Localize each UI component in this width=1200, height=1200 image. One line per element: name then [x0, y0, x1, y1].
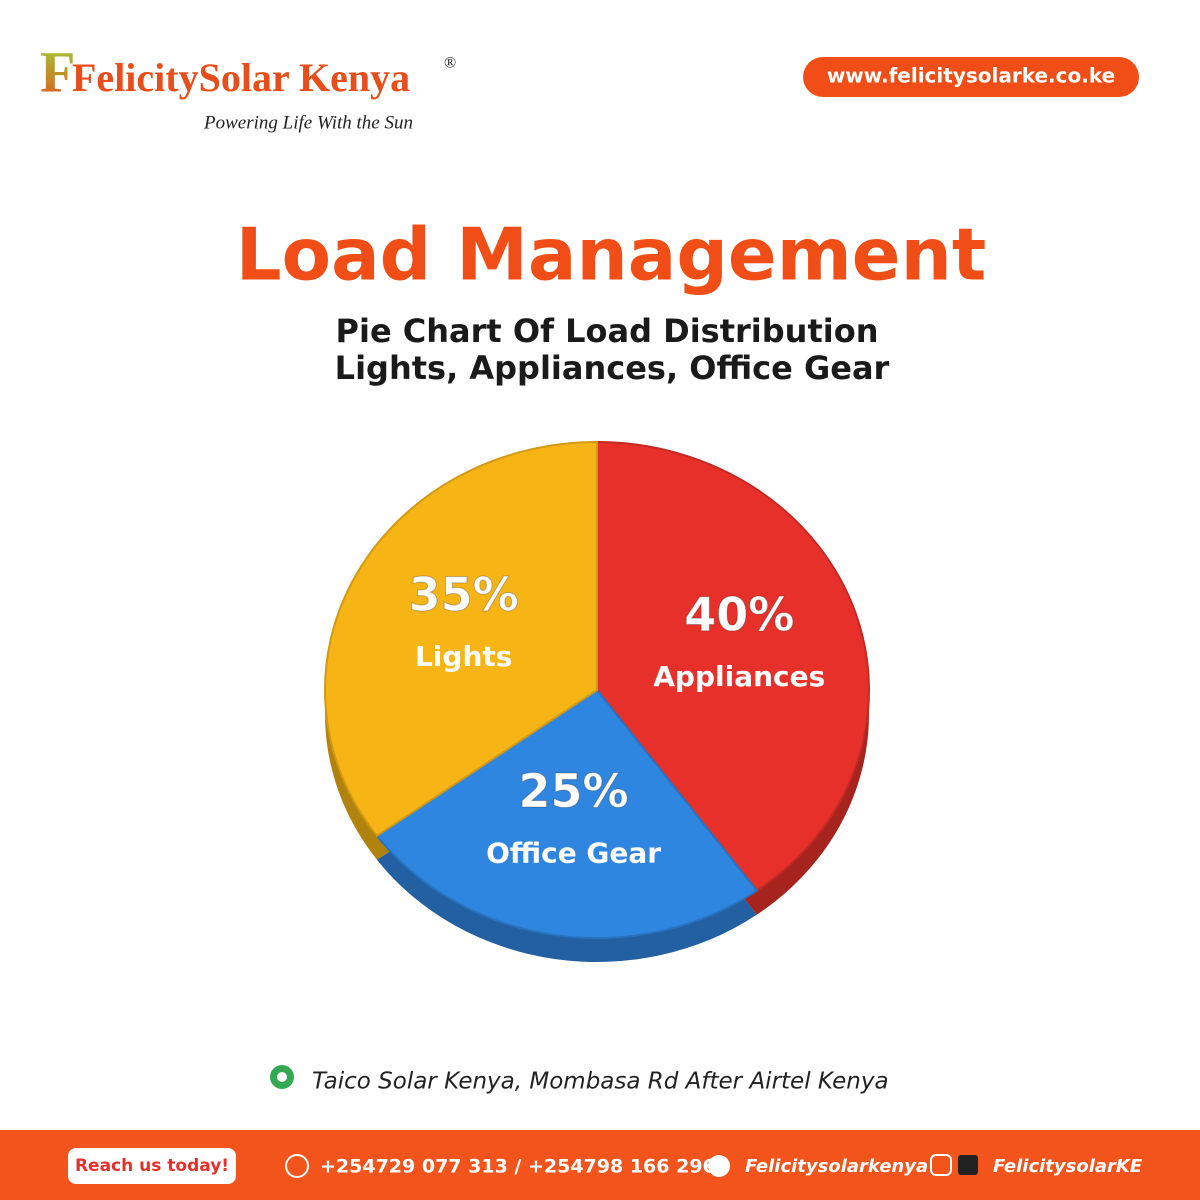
- value-label: 40%: [684, 587, 794, 641]
- facebook: Felicitysolarkenya: [745, 1156, 928, 1177]
- website-button[interactable]: [803, 57, 1139, 97]
- pin-icon: [277, 1072, 287, 1082]
- category-label: Lights: [415, 640, 512, 673]
- subtitle: Lights, Appliances, Office Gear: [335, 349, 890, 387]
- pie-slice: [596, 440, 870, 892]
- social: FelicitysolarKE: [993, 1156, 1143, 1177]
- phones: +254729 077 313 / +254798 166 296: [320, 1156, 716, 1178]
- category-label: Office Gear: [486, 837, 661, 870]
- location: Taico Solar Kenya, Mombasa Rd After Airt…: [312, 1069, 889, 1095]
- value-label: 25%: [519, 764, 629, 818]
- pie-slice: [324, 440, 598, 838]
- logo-mark: F: [40, 39, 75, 104]
- facebook-icon: [708, 1155, 730, 1177]
- value-label: 35%: [409, 568, 519, 622]
- chart-title: Load Management: [236, 213, 987, 297]
- x-icon: [958, 1155, 978, 1175]
- registered: ®: [444, 55, 456, 72]
- pie-slice: [375, 688, 759, 939]
- cta[interactable]: Reach us today!: [75, 1156, 229, 1176]
- whatsapp-icon: [285, 1154, 309, 1178]
- brand: FelicitySolar Kenya: [72, 55, 410, 100]
- instagram-icon: [930, 1154, 952, 1176]
- tagline: Powering Life With the Sun: [203, 112, 413, 133]
- subtitle: Pie Chart Of Load Distribution: [336, 312, 879, 350]
- pie: 40% Appliances 25% Office Gear 35% Lights: [324, 440, 870, 962]
- website[interactable]: www.felicitysolarke.co.ke: [827, 64, 1115, 88]
- category-label: Appliances: [653, 660, 825, 693]
- cta-button[interactable]: [68, 1148, 236, 1184]
